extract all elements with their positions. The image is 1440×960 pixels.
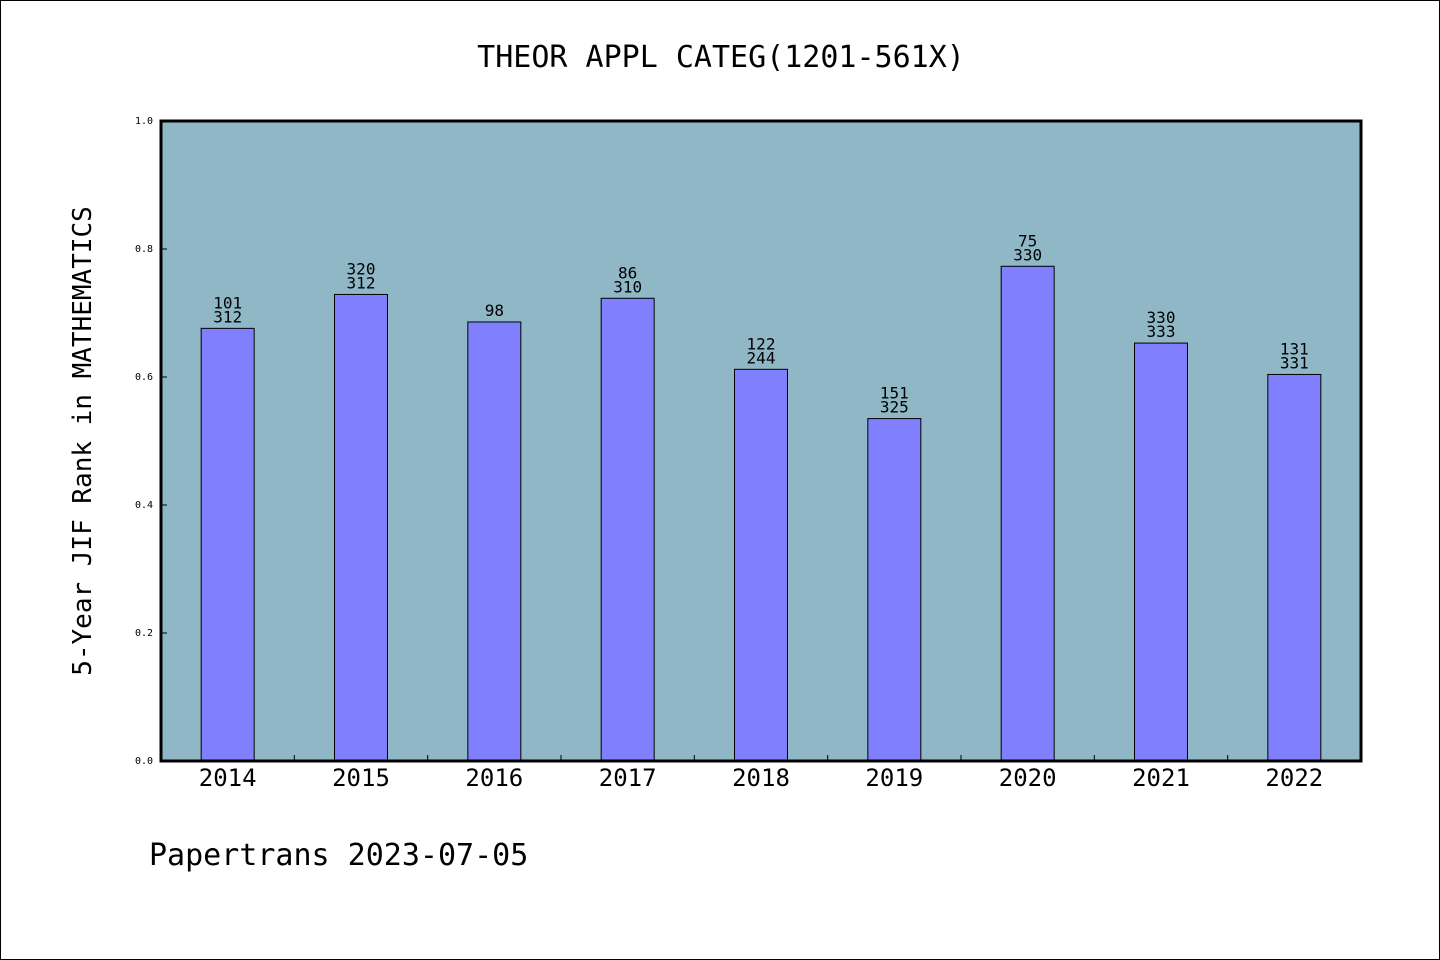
bar-label-2020-1: 75 xyxy=(1018,231,1037,250)
bar-2015 xyxy=(334,293,388,762)
bars-layer xyxy=(200,265,1322,762)
x-tick-label-2014: 2014 xyxy=(199,764,257,792)
bar-2017 xyxy=(600,297,655,762)
bar-2021 xyxy=(1134,342,1188,762)
bar-2018 xyxy=(734,368,788,762)
bar-label-2022-2: 331 xyxy=(1280,353,1309,372)
bar-2014 xyxy=(200,327,255,762)
y-tick-label-0.4: 0.4 xyxy=(135,500,153,511)
footer-credit: Papertrans 2023-07-05 xyxy=(149,838,528,873)
y-axis-label: 5-Year JIF Rank in MATHEMATICS xyxy=(68,206,98,676)
bar-label-2018-2: 244 xyxy=(747,348,776,367)
x-tick-label-2020: 2020 xyxy=(999,764,1057,792)
bar-label-2015-2: 312 xyxy=(347,273,376,292)
bar-label-2017-1: 86 xyxy=(618,263,637,282)
bar-label-2019-2: 325 xyxy=(880,398,909,417)
bar-label-2017-2: 310 xyxy=(613,277,642,296)
y-tick-label-0.8: 0.8 xyxy=(135,244,153,255)
bar-label-2019-1: 151 xyxy=(880,384,909,403)
x-axis: 2014 2015 2016 2017 2018 2019 2020 2021 2022 xyxy=(199,755,1323,792)
bar-label-2016-1: 98 xyxy=(485,301,504,320)
y-tick-label-0.6: 0.6 xyxy=(135,372,153,383)
bar-2020 xyxy=(1000,265,1055,762)
y-tick-label-0.0: 0.0 xyxy=(135,756,153,767)
x-tick-label-2016: 2016 xyxy=(465,764,523,792)
chart-title: THEOR APPL CATEG(1201-561X) xyxy=(477,40,965,75)
bar-label-2021-1: 330 xyxy=(1147,308,1176,327)
bar-labels-layer: 1013123203129886310122244151325753303303… xyxy=(213,231,1309,416)
plot-border xyxy=(159,119,1363,763)
bar-label-2014-2: 312 xyxy=(213,307,242,326)
x-tick-label-2018: 2018 xyxy=(732,764,790,792)
bar-2016 xyxy=(467,321,522,762)
x-tick-label-2019: 2019 xyxy=(865,764,923,792)
y-tick-label-1.0: 1.0 xyxy=(135,116,153,127)
bar-label-2015-1: 320 xyxy=(347,259,376,278)
y-tick-label-0.2: 0.2 xyxy=(135,628,153,639)
bar-label-2018-1: 122 xyxy=(747,334,776,353)
bar-label-2014-1: 101 xyxy=(213,293,242,312)
bar-label-2020-2: 330 xyxy=(1013,245,1042,264)
x-tick-label-2015: 2015 xyxy=(332,764,390,792)
bar-label-2021-2: 333 xyxy=(1147,322,1176,341)
bar-label-2022-1: 131 xyxy=(1280,339,1309,358)
x-tick-label-2017: 2017 xyxy=(599,764,657,792)
bar-2019 xyxy=(867,418,922,762)
x-tick-label-2022: 2022 xyxy=(1265,764,1323,792)
bar-2022 xyxy=(1267,373,1322,762)
x-tick-label-2021: 2021 xyxy=(1132,764,1190,792)
